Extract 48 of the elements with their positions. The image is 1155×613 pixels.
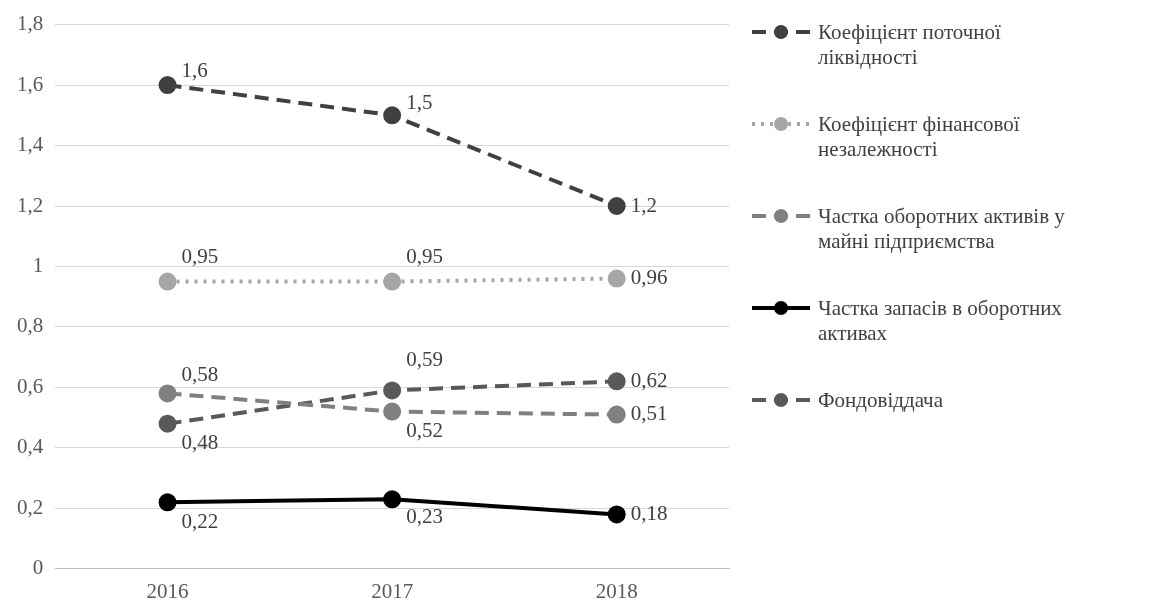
point [158, 493, 177, 512]
point [607, 197, 626, 215]
y-tick-label: 1,2 [17, 192, 44, 217]
point [158, 272, 177, 291]
y-tick-label: 0,2 [17, 494, 44, 519]
point [383, 490, 402, 509]
data-label: 0,96 [630, 265, 668, 290]
data-label: 0,95 [181, 244, 219, 269]
point [158, 384, 177, 403]
data-label: 0,58 [181, 361, 219, 386]
point [607, 269, 626, 288]
x-tick-label: 2016 [146, 578, 189, 603]
data-label: 0,52 [406, 418, 443, 443]
legend-label: Фондовіддача [818, 388, 943, 413]
data-label: 0,18 [630, 500, 668, 525]
x-tick-label: 2018 [595, 578, 638, 603]
point [158, 76, 177, 95]
y-tick-label: 0,6 [17, 373, 44, 398]
y-tick-label: 1,6 [17, 71, 44, 96]
y-tick-label: 1 [32, 252, 44, 277]
y-tick-label: 1,8 [17, 11, 44, 36]
data-label: 0,51 [630, 401, 668, 426]
data-label: 0,62 [630, 367, 668, 392]
point [158, 414, 177, 433]
data-label: 1,6 [181, 57, 208, 82]
point [607, 405, 626, 424]
data-label: 0,48 [181, 430, 219, 455]
data-label: 0,23 [406, 503, 443, 528]
point [383, 402, 402, 421]
data-label: 0,22 [181, 508, 219, 533]
legend-label: Частка запасів в оборотних активах [818, 296, 1063, 346]
point [607, 505, 626, 524]
legend-label: Частка оборотних активів у майні підприємства [818, 204, 1066, 254]
data-label: 0,59 [406, 346, 443, 371]
data-label: 1,2 [630, 192, 657, 217]
y-tick-label: 1,4 [17, 132, 44, 157]
legend-label: Коефіцієнт поточної ліквідності [818, 20, 1002, 70]
point [383, 272, 402, 291]
legend-label: Коефіцієнт фінансової незалежності [818, 112, 1021, 162]
data-label: 1,5 [406, 89, 433, 114]
y-tick-label: 0 [32, 555, 44, 580]
point [383, 381, 402, 400]
x-tick-label: 2017 [371, 578, 414, 603]
y-tick-label: 0,4 [17, 434, 44, 459]
y-tick-label: 0,8 [17, 313, 44, 338]
point [383, 106, 402, 125]
point [607, 372, 626, 391]
data-label: 0,95 [406, 244, 443, 269]
